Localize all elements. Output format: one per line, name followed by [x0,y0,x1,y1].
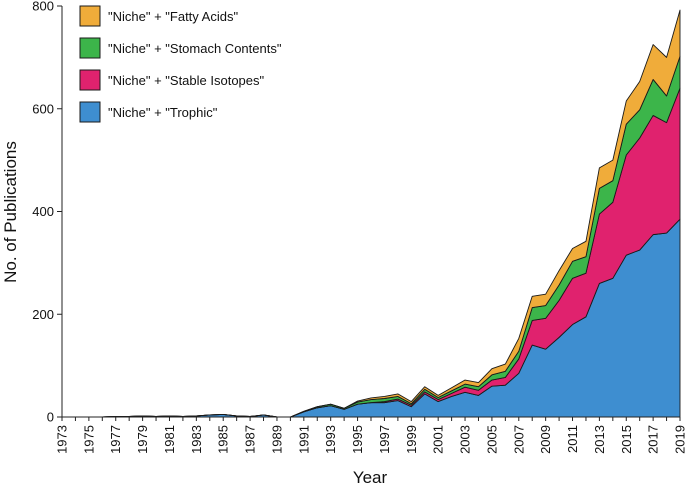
x-tick-label: 2011 [565,425,580,453]
legend-label: "Niche" + "Fatty Acids" [108,9,238,24]
area-series-4 [61,9,681,418]
x-tick-label: 2005 [484,425,499,454]
x-tick-label: 1985 [216,425,231,454]
y-axis-ticks: 0 200 400 600 800 [32,0,62,425]
x-tick-label: 1997 [377,425,392,454]
x-tick-label: 2017 [646,425,661,454]
y-tick-label: 600 [32,101,54,116]
y-tick-label: 800 [32,0,54,14]
legend-label: "Niche" + "Trophic" [108,105,218,120]
legend-swatch [79,69,101,91]
x-tick-label: 2001 [431,425,446,454]
x-tick-label: 1991 [296,425,311,454]
x-axis-ticks: 1973 1975 1977 1979 1981 1983 1985 1987 1989 1991… [55,417,685,454]
area-series-group [61,9,681,418]
x-tick-label: 2019 [673,425,685,454]
x-tick-label: 1989 [269,425,284,454]
x-axis-title: Year [353,468,388,485]
x-tick-label: 2015 [619,425,634,454]
x-tick-label: 1979 [135,425,150,454]
x-tick-label: 1987 [243,425,258,454]
legend-swatch [79,37,101,59]
y-tick-label: 400 [32,204,54,219]
y-tick-label: 0 [47,410,54,425]
x-tick-label: 2003 [458,425,473,454]
x-tick-label: 2007 [511,425,526,454]
legend-label: "Niche" + "Stable Isotopes" [108,73,265,88]
x-tick-label: 1983 [189,425,204,454]
x-tick-label: 1993 [323,425,338,454]
legend-label: "Niche" + "Stomach Contents" [108,41,282,56]
legend: "Niche" + "Fatty Acids" "Niche" + "Stomac… [79,5,282,123]
legend-swatch [79,101,101,123]
x-tick-label: 1973 [55,425,70,454]
x-tick-label: 1999 [404,425,419,454]
y-tick-label: 200 [32,307,54,322]
x-tick-label: 1995 [350,425,365,454]
legend-swatch [79,5,101,27]
x-tick-label: 2013 [592,425,607,454]
x-tick-label: 1977 [108,425,123,454]
x-tick-label: 1981 [162,425,177,454]
x-tick-label: 2009 [538,425,553,454]
y-axis-title: No. of Publications [1,141,20,283]
x-tick-label: 1975 [81,425,96,454]
